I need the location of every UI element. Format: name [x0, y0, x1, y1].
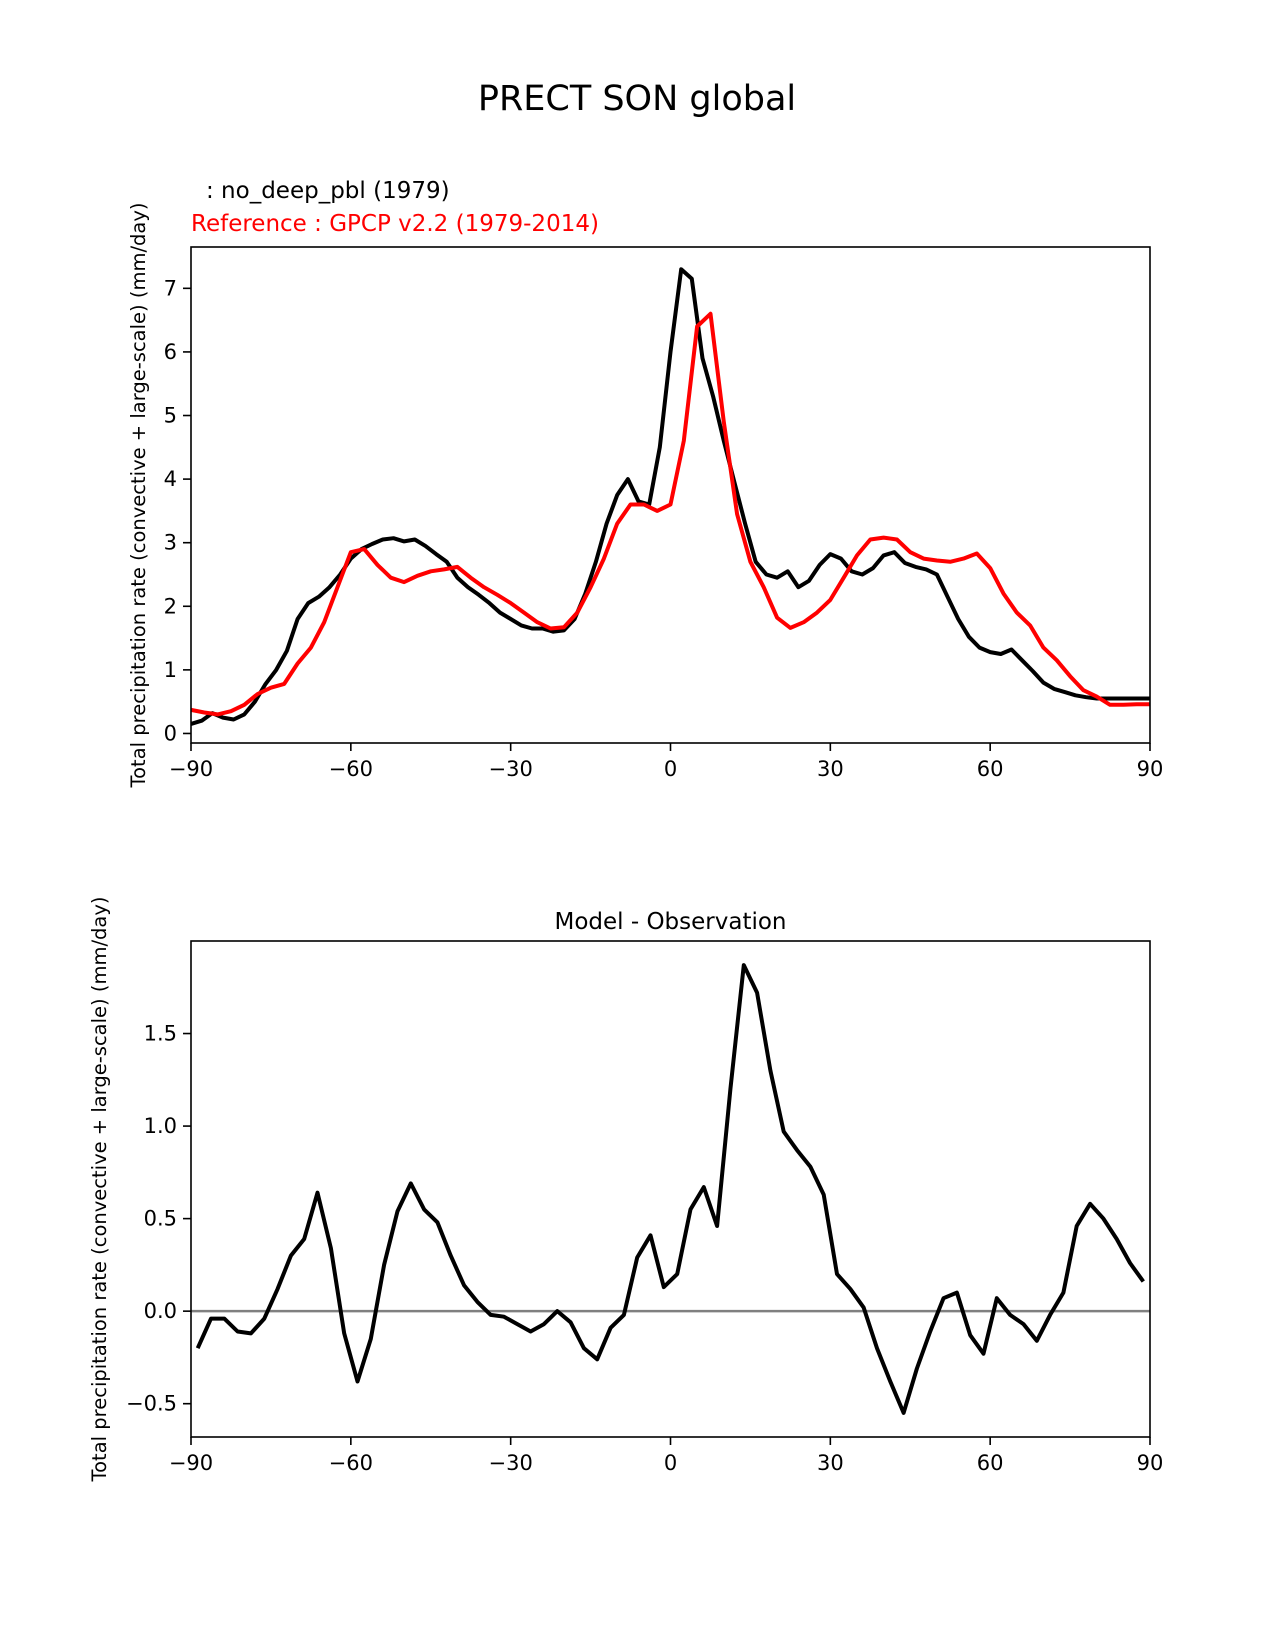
y-tick-label: 5	[164, 404, 177, 428]
y-tick-label: 3	[164, 531, 177, 555]
y-tick-label: −0.5	[126, 1392, 177, 1416]
plot-frame	[190, 940, 1151, 1438]
series-line-0	[190, 267, 1150, 726]
x-tick-label: −60	[329, 757, 373, 781]
x-tick-label: 60	[977, 757, 1004, 781]
x-tick-label: 30	[817, 757, 844, 781]
y-tick-label: 4	[164, 467, 177, 491]
top-panel: −90 −60 −30 0 30 60 90 0 1 2 3 4 5 6 7 Total precipitat…	[127, 178, 1163, 788]
y-tick-label: 6	[164, 340, 177, 364]
y-tick-label: 0	[164, 721, 177, 745]
legend-model: : no_deep_pbl (1979)	[206, 178, 450, 204]
x-tick-label: 60	[977, 1451, 1004, 1475]
y-tick-label: 2	[164, 594, 177, 618]
panel-title: Model - Observation	[554, 909, 786, 935]
bottom-panel: −90 −60 −30 0 30 60 90 −0.5 0.0 0.5 1.0 1.5 Total pr…	[88, 897, 1163, 1483]
legend-reference: Reference : GPCP v2.2 (1979-2014)	[191, 211, 599, 237]
y-tick-label: 7	[164, 276, 177, 300]
x-tick-label: −30	[489, 1451, 533, 1475]
x-tick-label: −90	[169, 1451, 213, 1475]
y-tick-label: 1	[164, 658, 177, 682]
x-tick-label: 30	[817, 1451, 844, 1475]
figure-title: PRECT SON global	[478, 79, 796, 119]
y-tick-label: 1.5	[144, 1022, 177, 1046]
y-axis-label: Total precipitation rate (convective + l…	[127, 203, 150, 789]
y-tick-label: 0.5	[144, 1207, 177, 1231]
series-line-1	[190, 311, 1150, 717]
x-tick-label: −90	[169, 757, 213, 781]
x-tick-label: 90	[1137, 757, 1164, 781]
x-tick-label: −30	[489, 757, 533, 781]
y-axis-label: Total precipitation rate (convective + l…	[88, 897, 111, 1483]
x-tick-label: 0	[664, 757, 677, 781]
x-tick-label: 90	[1137, 1451, 1164, 1475]
y-tick-label: 0.0	[144, 1299, 177, 1323]
x-tick-label: −60	[329, 1451, 373, 1475]
series-line-0	[195, 963, 1145, 1415]
x-tick-label: 0	[664, 1451, 677, 1475]
y-tick-label: 1.0	[144, 1114, 177, 1138]
